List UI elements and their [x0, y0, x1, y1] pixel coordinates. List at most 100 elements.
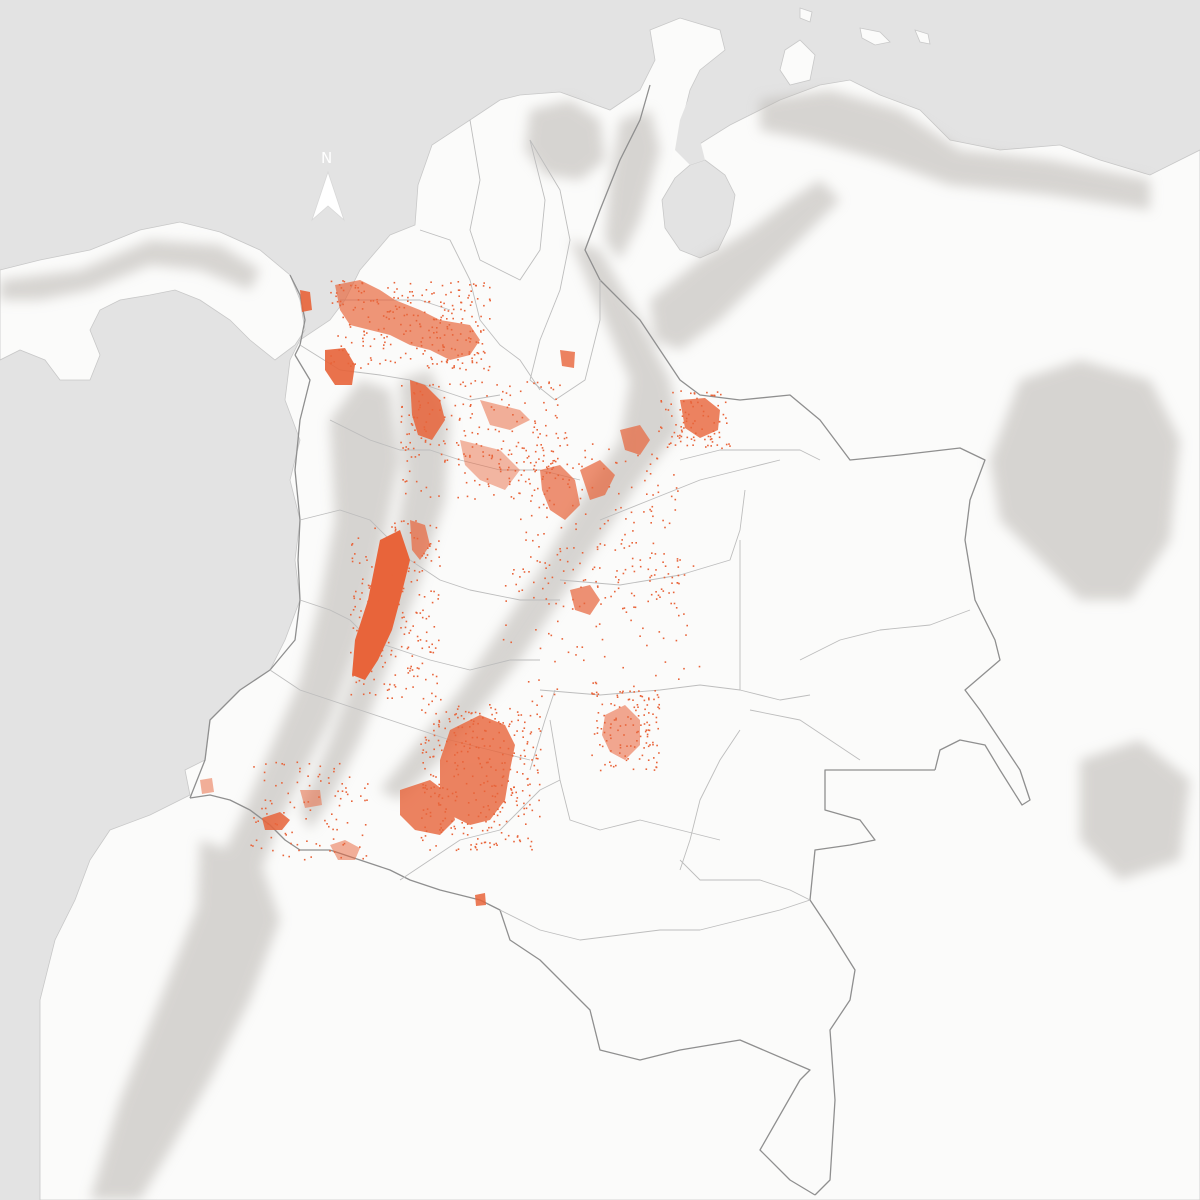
data-point [423, 428, 426, 431]
data-point [435, 548, 437, 551]
data-point [364, 787, 366, 789]
data-point [428, 300, 431, 303]
data-point [449, 720, 451, 723]
data-point [393, 296, 395, 299]
data-point [497, 449, 499, 451]
data-point [554, 660, 556, 663]
data-point [475, 843, 478, 845]
data-point [524, 755, 526, 757]
data-point [609, 734, 612, 736]
data-point [386, 689, 389, 691]
data-point [265, 763, 267, 765]
data-point [257, 820, 259, 822]
data-point [516, 420, 518, 423]
data-point [410, 342, 413, 344]
data-point [557, 457, 559, 460]
data-point [510, 789, 513, 791]
data-point [350, 341, 353, 344]
data-point [481, 829, 484, 832]
data-point [363, 334, 366, 336]
data-point [483, 367, 485, 370]
data-point [338, 804, 341, 807]
data-point [683, 400, 685, 403]
data-point [403, 616, 405, 618]
data-point [309, 809, 312, 811]
data-point [473, 354, 476, 356]
data-point [412, 447, 415, 450]
data-point [437, 739, 440, 742]
data-point [529, 845, 532, 848]
data-point [371, 664, 373, 666]
data-point [394, 361, 396, 364]
data-point [655, 766, 657, 768]
data-point [367, 316, 370, 318]
data-point [495, 801, 497, 803]
data-point [334, 795, 337, 797]
data-point [416, 635, 419, 638]
data-point [508, 404, 510, 406]
data-point [534, 420, 536, 422]
data-point [682, 421, 685, 424]
data-point [537, 534, 539, 536]
data-point [404, 449, 407, 451]
data-point [593, 733, 596, 735]
data-point [534, 450, 537, 453]
data-point [559, 384, 561, 387]
data-point [426, 365, 429, 367]
data-point [495, 842, 497, 845]
data-point [575, 523, 577, 525]
data-point [400, 520, 403, 523]
data-point [281, 763, 283, 765]
data-point [646, 470, 648, 472]
data-point [380, 655, 383, 657]
data-point [617, 729, 619, 732]
data-point [352, 627, 355, 629]
data-point [370, 359, 373, 361]
data-point [382, 666, 384, 668]
data-point [417, 408, 420, 411]
data-point [475, 746, 478, 748]
data-point [330, 291, 332, 294]
data-point [489, 745, 491, 747]
western-cordillera-relief [90, 380, 400, 1200]
data-point [364, 653, 366, 655]
data-point [369, 357, 372, 359]
data-point [392, 599, 394, 602]
data-point [667, 409, 670, 411]
south-america-land [39, 17, 1200, 1200]
data-point [633, 706, 636, 709]
data-point [430, 795, 432, 798]
cluster-putumayo-narino [200, 778, 486, 906]
data-point [400, 421, 403, 423]
data-point [487, 761, 489, 764]
data-point [538, 506, 541, 509]
data-point [439, 319, 442, 321]
data-point [704, 438, 706, 441]
data-point [690, 402, 693, 404]
data-point [469, 726, 471, 728]
data-point [435, 318, 438, 321]
data-point [679, 440, 682, 443]
data-point [438, 783, 440, 786]
data-point [456, 442, 458, 444]
data-point [472, 723, 475, 725]
data-point [390, 585, 393, 587]
data-point [522, 736, 524, 738]
data-point [509, 385, 511, 388]
data-point [451, 304, 454, 307]
data-point [345, 791, 348, 793]
data-point [548, 382, 550, 385]
data-point [630, 592, 633, 595]
data-point [385, 316, 388, 319]
data-point [549, 472, 551, 474]
data-point [411, 424, 414, 426]
data-point [639, 735, 642, 738]
data-point [409, 330, 412, 332]
data-point [516, 797, 519, 799]
data-point [383, 327, 385, 330]
data-point [648, 712, 650, 714]
data-point [489, 704, 491, 706]
data-point [419, 390, 422, 393]
data-point [475, 321, 477, 323]
